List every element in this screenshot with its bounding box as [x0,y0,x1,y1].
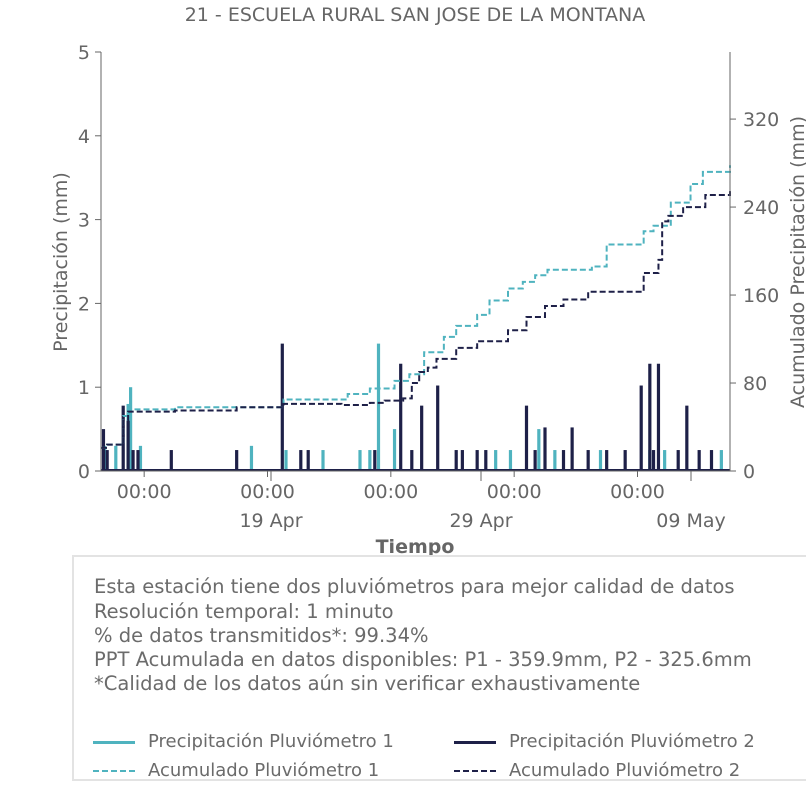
bar-p2 [436,385,440,471]
cumulative-line-p2 [101,188,731,449]
y-tick-label-left: 3 [78,210,90,232]
info-line-quality-note: *Calidad de los datos aún sin verificar … [94,672,641,695]
y-tick-label-right: 0 [743,461,755,483]
y-tick-label-right: 80 [743,373,767,395]
bar-p2 [651,450,656,471]
bar-p1 [114,445,118,471]
bar-p1 [368,450,372,471]
y-tick-label-left: 5 [78,42,90,64]
y-tick-label-right: 320 [743,109,779,131]
bar-p1 [663,450,667,471]
x-tick-label-time: 00:00 [363,481,418,503]
bar-p2 [410,450,414,471]
bar-p2 [131,450,135,471]
legend-p1-acc-label: Acumulado Pluviómetro 1 [148,760,380,781]
legend-p2-bar-swatch [454,741,496,744]
bar-p2 [136,450,140,471]
bar-p1 [553,450,557,471]
bar-p1 [598,450,603,471]
x-axis-label: Tiempo [376,536,455,558]
bar-p1 [321,450,325,471]
bar-p2 [623,450,627,471]
bar-p2 [533,450,537,471]
bar-p2 [656,363,661,471]
bar-p2 [454,450,458,471]
bar-p2 [169,450,173,471]
axes: 0 1 2 3 4 5 0 80 160 240 320 00:00 00:00 00:00 00:00 00… [78,42,779,532]
bar-p2 [648,363,652,471]
bar-p1 [392,429,397,471]
y-tick-label-right: 240 [743,197,779,219]
y-axis-right-label: Acumulado Precipitación (mm) [787,116,806,408]
legend-p2-acc-label: Acumulado Pluviómetro 2 [509,760,741,781]
x-tick-label-time: 00:00 [610,481,665,503]
bar-p2 [685,405,689,471]
bar-p2 [676,450,680,471]
bar-p1 [376,343,381,471]
x-tick-label-time: 00:00 [240,481,295,503]
bar-p2 [373,450,377,471]
bar-p2 [697,450,701,471]
bar-p2 [306,450,310,471]
legend-p1-bar-swatch [93,741,135,744]
bar-p2 [101,429,106,471]
bar-p2 [126,420,130,471]
x-tick-label-date: 19 Apr [239,510,302,532]
bar-p2 [639,385,643,471]
bar-p2 [484,450,488,471]
bar-p2 [420,405,424,471]
bar-p1 [719,450,723,471]
bar-p2 [561,450,566,471]
bar-p1 [494,450,498,471]
legend-p1-bar-label: Precipitación Pluviómetro 1 [148,731,394,752]
legend-p2-bar-label: Precipitación Pluviómetro 2 [509,731,755,752]
bar-p2 [460,450,464,471]
bar-p2 [475,450,479,471]
bar-p1 [358,450,362,471]
legend-p2-acc-swatch [454,770,496,772]
x-tick-label-time: 00:00 [117,481,172,503]
bar-p1 [284,450,288,471]
chart-title: 21 - ESCUELA RURAL SAN JOSE DE LA MONTAN… [185,4,646,26]
y-tick-label-right: 160 [743,285,779,307]
precipitation-chart: 21 - ESCUELA RURAL SAN JOSE DE LA MONTAN… [50,4,806,558]
legend-p1-acc-swatch [93,770,135,772]
x-tick-label-date: 29 Apr [449,510,512,532]
bar-p2 [709,450,714,471]
bar-p2 [605,450,609,471]
info-line-stations: Esta estación tiene dos pluviómetros par… [94,575,735,598]
bar-p2 [586,450,590,471]
bar-p2 [570,427,574,471]
bar-p1 [249,445,254,471]
info-line-accumulated: PPT Acumulada en datos disponibles: P1 -… [94,648,752,671]
bar-p1 [129,387,133,471]
bar-p2 [543,427,547,471]
x-tick-label-time: 00:00 [487,481,542,503]
bar-p1 [537,429,541,471]
bar-p2 [299,450,303,471]
y-tick-label-left: 2 [78,293,90,315]
y-tick-label-left: 4 [78,126,90,148]
y-tick-label-left: 0 [78,461,90,483]
cumulative-line-p1 [101,165,731,449]
bar-p2 [524,405,529,471]
y-tick-label-left: 1 [78,377,90,399]
bar-p1 [138,445,143,471]
info-line-resolution: Resolución temporal: 1 minuto [94,600,394,623]
bar-p2 [235,450,239,471]
y-axis-left-label: Precipitación (mm) [50,172,72,352]
bar-p1 [508,450,513,471]
plot-area [101,165,731,471]
bar-p2 [399,363,403,471]
x-tick-label-date: 09 May [656,510,726,532]
bar-p2 [105,450,109,471]
info-panel: Esta estación tiene dos pluviómetros par… [72,555,806,781]
info-line-transmitted: % de datos transmitidos*: 99.34% [94,624,429,647]
bar-series-2 [101,343,714,471]
